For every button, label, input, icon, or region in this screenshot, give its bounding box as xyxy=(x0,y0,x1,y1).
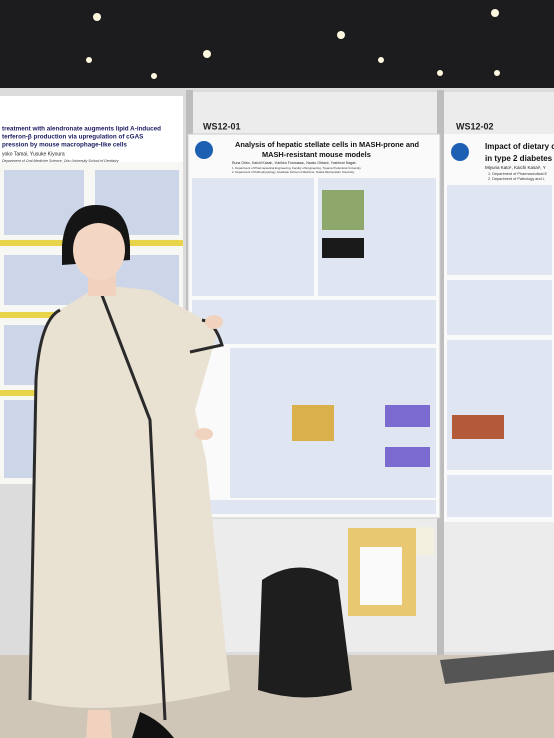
coat-trim xyxy=(28,308,61,701)
poster-affiliation: 2. Department of Pathology and L xyxy=(488,177,545,181)
logo xyxy=(195,141,213,159)
poster-title: terferon-β production via upregulation o… xyxy=(2,134,143,141)
poster-authors: yoko Tamai, Yusuke Kiyoura xyxy=(2,151,65,157)
poster-title: treatment with alendronate augments lipi… xyxy=(2,126,161,133)
poster-title: MASH-resistant mouse models xyxy=(262,150,371,159)
heatmap xyxy=(452,415,504,439)
tube xyxy=(440,650,554,684)
ceiling-lights xyxy=(86,9,500,79)
poster-affiliation: 1. Department of Pharmaceutical Engineer… xyxy=(232,166,361,170)
poster-title: Impact of dietary c xyxy=(485,142,554,151)
poster-authors: Runa Orito¹, Kaichi Kasai¹, Yukihiro Fur… xyxy=(232,161,357,165)
poster-affiliation: 1. Department of Pharmaceutical E xyxy=(488,172,548,176)
note xyxy=(360,547,402,605)
poster-header xyxy=(0,96,183,162)
cup xyxy=(416,527,434,555)
bag xyxy=(258,567,352,698)
shoe xyxy=(132,712,174,738)
poster-affiliation: 2. Department of Pathophysiology, Gradua… xyxy=(232,170,355,174)
bangs xyxy=(70,211,126,238)
bar-panel xyxy=(385,405,430,427)
logo xyxy=(451,143,469,161)
poster-authors: Miyuna Kato¹, Kaichi Kasai¹, Y xyxy=(485,165,546,170)
leg xyxy=(86,710,112,738)
poster-label: WS12-01 xyxy=(203,121,241,131)
face xyxy=(73,220,125,280)
hand xyxy=(195,428,213,440)
coat-trim xyxy=(98,289,167,721)
heatmap xyxy=(292,405,334,441)
poster-title: Analysis of hepatic stellate cells in MA… xyxy=(235,140,419,149)
poster-panels xyxy=(447,185,552,517)
poster-title: in type 2 diabetes xyxy=(485,154,553,163)
ceiling xyxy=(0,0,554,92)
image-panel xyxy=(322,238,364,258)
bar-panel xyxy=(385,447,430,467)
coat xyxy=(30,285,230,708)
poster-label: WS12-02 xyxy=(456,121,494,131)
poster-title: pression by mouse macrophage-like cells xyxy=(2,142,127,149)
poster-affiliation: Department of Oral Medicine Science, Ohu… xyxy=(2,159,119,163)
hand xyxy=(205,315,223,329)
image-panel xyxy=(322,190,364,230)
